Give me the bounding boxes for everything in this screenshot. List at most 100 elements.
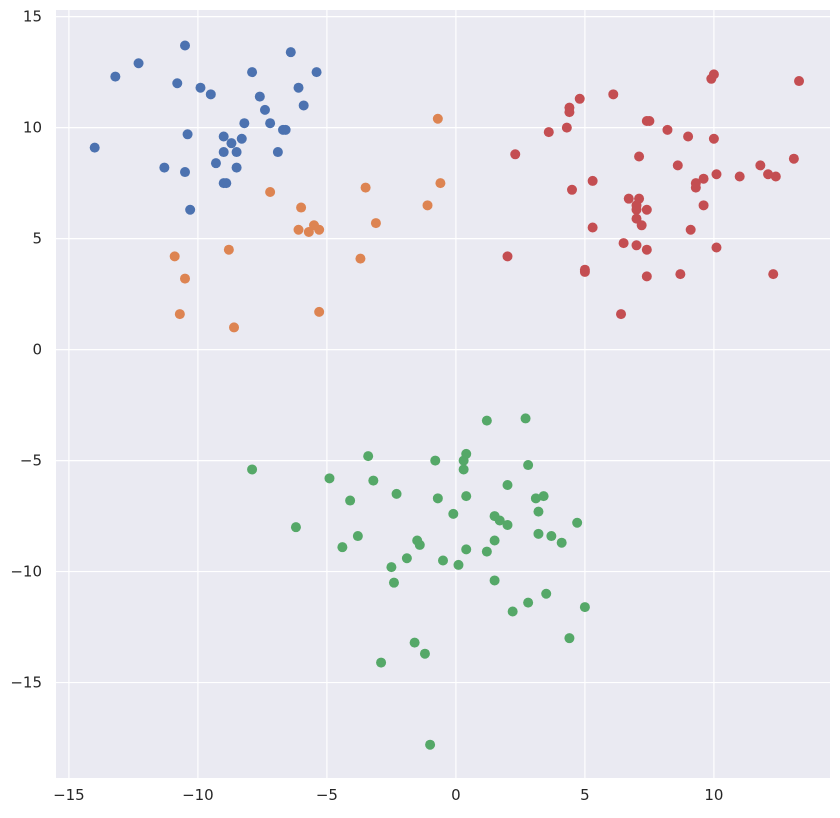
scatter-point [169, 251, 180, 262]
y-tick-label: −5 [20, 452, 42, 470]
scatter-point [265, 187, 276, 198]
scatter-point [461, 544, 472, 555]
x-tick-label: −10 [182, 786, 214, 804]
y-axis-ticks: −15 −10 −5 0 5 10 15 [10, 8, 42, 692]
scatter-point [180, 273, 190, 284]
scatter-point [768, 269, 779, 280]
scatter-point [618, 238, 629, 249]
scatter-point [195, 82, 206, 93]
scatter-point [523, 597, 534, 608]
scatter-point [89, 142, 100, 153]
scatter-point [523, 460, 534, 471]
scatter-point [631, 240, 642, 251]
scatter-point [290, 522, 301, 533]
scatter-point [298, 100, 309, 111]
scatter-point [755, 160, 766, 171]
y-tick-label: 10 [23, 119, 42, 137]
scatter-point [218, 147, 229, 158]
scatter-point [641, 244, 652, 255]
scatter-point [419, 648, 430, 659]
scatter-point [520, 413, 531, 424]
scatter-point [644, 115, 655, 126]
scatter-point [311, 67, 322, 78]
x-tick-label: 10 [704, 786, 723, 804]
scatter-point [314, 224, 325, 235]
scatter-point [285, 47, 296, 58]
scatter-point [641, 271, 652, 282]
scatter-point [247, 67, 258, 78]
scatter-point [533, 528, 544, 539]
y-tick-label: 15 [23, 8, 42, 26]
scatter-point [636, 220, 647, 231]
scatter-point [672, 160, 683, 171]
scatter-point [401, 553, 412, 564]
scatter-point [180, 167, 190, 178]
scatter-point [435, 178, 446, 189]
scatter-point [218, 131, 229, 142]
scatter-point [448, 508, 459, 519]
scatter-point [494, 515, 505, 526]
scatter-point [236, 133, 247, 144]
scatter-point [770, 171, 781, 182]
scatter-point [458, 464, 469, 475]
scatter-point [763, 169, 774, 180]
scatter-point [685, 224, 696, 235]
scatter-point [293, 224, 304, 235]
scatter-point [530, 493, 541, 504]
scatter-point [210, 158, 221, 169]
scatter-point [708, 69, 719, 80]
scatter-point [675, 269, 686, 280]
scatter-point [293, 82, 304, 93]
scatter-point [174, 309, 185, 320]
scatter-point [438, 555, 448, 566]
scatter-point [502, 251, 513, 262]
x-tick-label: 0 [451, 786, 461, 804]
scatter-point [572, 517, 583, 528]
scatter-point [734, 171, 745, 182]
scatter-point [564, 102, 575, 113]
scatter-point [376, 657, 387, 668]
scatter-point [543, 127, 554, 138]
y-tick-label: 5 [32, 230, 42, 248]
scatter-point [229, 322, 240, 333]
scatter-point [352, 531, 363, 542]
scatter-point [259, 104, 270, 115]
scatter-point [172, 78, 183, 89]
scatter-point [510, 149, 521, 160]
scatter-point [587, 222, 598, 233]
grid [56, 10, 830, 778]
scatter-point [432, 493, 443, 504]
scatter-point [231, 147, 242, 158]
x-tick-label: −15 [53, 786, 85, 804]
scatter-point [231, 162, 242, 173]
scatter-point [391, 488, 402, 499]
y-tick-label: −15 [10, 674, 42, 692]
scatter-point [641, 204, 652, 215]
scatter-point [556, 537, 567, 548]
x-tick-label: 5 [580, 786, 590, 804]
scatter-point [360, 182, 371, 193]
scatter-point [218, 178, 229, 189]
scatter-point [133, 58, 144, 69]
scatter-point [489, 575, 500, 586]
scatter-point [533, 506, 544, 517]
scatter-point [794, 76, 805, 87]
scatter-point [481, 546, 492, 557]
y-tick-label: 0 [32, 341, 42, 359]
scatter-point [579, 264, 590, 275]
scatter-point [461, 448, 472, 459]
scatter-point [388, 577, 399, 588]
scatter-point [159, 162, 170, 173]
scatter-point [422, 200, 433, 211]
scatter-point [502, 480, 513, 491]
scatter-point [711, 169, 722, 180]
scatter-point [432, 113, 443, 124]
scatter-point [711, 242, 722, 253]
scatter-point [574, 93, 585, 104]
scatter-point [623, 193, 634, 204]
scatter-point [247, 464, 258, 475]
scatter-point [205, 89, 216, 100]
scatter-point [370, 218, 381, 229]
scatter-point [386, 562, 397, 573]
scatter-point [296, 202, 307, 213]
